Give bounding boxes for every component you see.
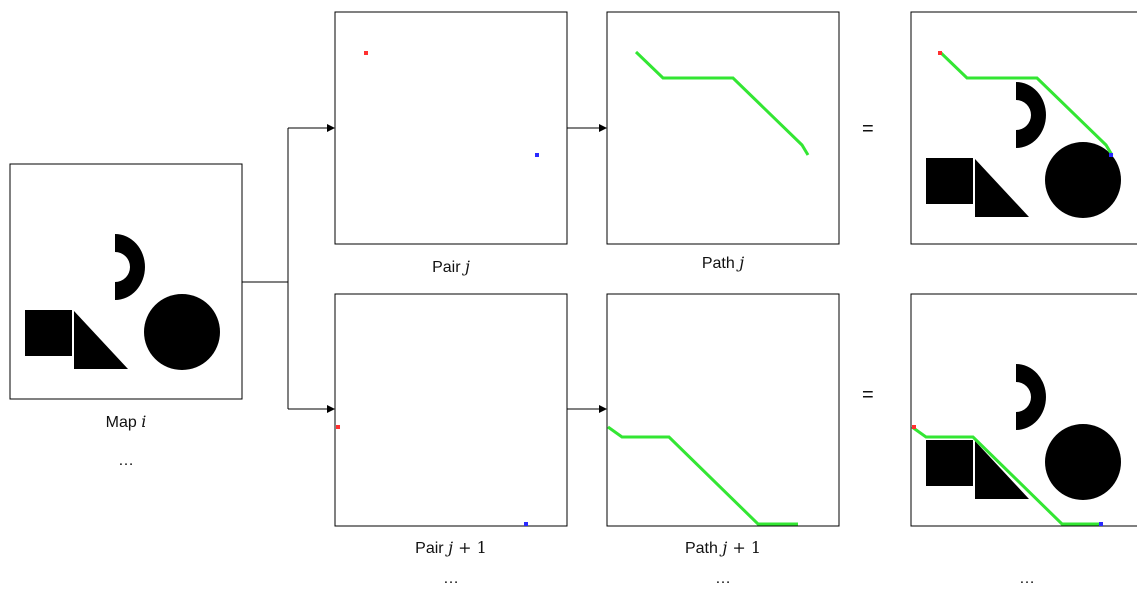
path-bottom-panel <box>606 293 840 527</box>
caption-pair-bottom: Pair j + 1 <box>415 538 487 557</box>
equals-sign-bottom: = <box>862 384 874 406</box>
goal-point-bottom <box>524 522 528 526</box>
path-line-top <box>634 50 810 156</box>
pair-bottom-panel <box>334 293 568 527</box>
path-line-bottom <box>607 425 798 526</box>
result-bottom-panel <box>910 293 1137 527</box>
ellipsis-result: … <box>1019 570 1035 587</box>
pair-top-panel <box>334 11 568 245</box>
caption-pair-top: Pair j <box>432 257 470 276</box>
ellipsis-path: … <box>715 570 731 587</box>
caption-path-bottom: Path j + 1 <box>684 538 762 557</box>
path-top-panel <box>606 11 840 245</box>
caption-map: Map i <box>105 412 147 431</box>
ellipsis-pair: … <box>443 570 459 587</box>
ellipsis-map: … <box>118 452 134 469</box>
result-top-panel <box>910 11 1137 245</box>
goal-point-top <box>535 153 539 157</box>
map-to-pairs-connector <box>242 124 335 413</box>
equals-sign-top: = <box>862 118 874 140</box>
result-path-top <box>938 50 1114 156</box>
map-panel <box>9 163 243 400</box>
caption-path-top: Path j <box>701 253 745 272</box>
start-point-top <box>364 51 368 55</box>
start-point-bottom <box>336 425 340 429</box>
result-path-bottom <box>911 425 1102 526</box>
